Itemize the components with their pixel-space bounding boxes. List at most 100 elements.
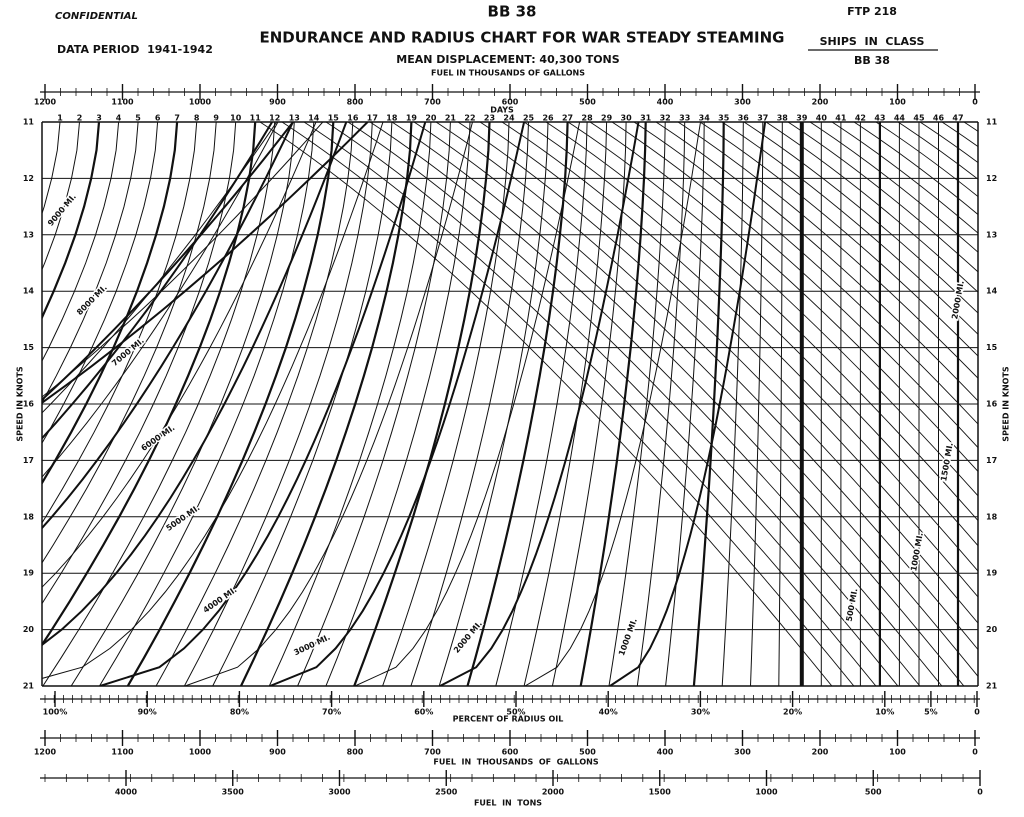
distance-line bbox=[699, 122, 978, 357]
distance-line bbox=[369, 122, 943, 686]
speed-label: 21 bbox=[23, 682, 35, 691]
tons-label: 3000 bbox=[328, 788, 351, 797]
top-fuel-label: 800 bbox=[347, 98, 364, 107]
tons-label: 2500 bbox=[435, 788, 458, 797]
distance-line bbox=[831, 122, 978, 234]
speed-label: 21 bbox=[986, 682, 998, 691]
speed-title: SPEED IN KNOTS bbox=[16, 366, 25, 442]
day-label: 11 bbox=[250, 114, 262, 123]
day-label: 41 bbox=[835, 114, 847, 123]
distance-line bbox=[787, 122, 978, 273]
radius-label: 100% bbox=[43, 708, 68, 717]
speed-label: 20 bbox=[23, 625, 35, 634]
bottom-fuel-label: 400 bbox=[657, 748, 674, 757]
speed-label: 11 bbox=[23, 118, 35, 127]
speed-label: 11 bbox=[986, 118, 998, 127]
curve-label: 8000 MI. bbox=[75, 283, 109, 317]
days-title: DAYS bbox=[490, 106, 514, 115]
radius-label: 20% bbox=[783, 708, 802, 717]
day-label: 38 bbox=[777, 114, 789, 123]
distance-line bbox=[479, 122, 978, 598]
day-label: 39 bbox=[796, 114, 808, 123]
tons-label: 2000 bbox=[542, 788, 565, 797]
day-label: 26 bbox=[542, 114, 554, 123]
day-label: 7 bbox=[174, 114, 180, 123]
day-label: 35 bbox=[718, 114, 730, 123]
curve-label: 1500 MI. bbox=[939, 442, 955, 482]
bottom-fuel-label: 900 bbox=[269, 748, 286, 757]
ships: BB 38 bbox=[854, 54, 890, 67]
radius-title: PERCENT OF RADIUS OIL bbox=[453, 715, 564, 724]
day-label: 20 bbox=[425, 114, 437, 123]
day-label: 1 bbox=[57, 114, 63, 123]
bottom-fuel-label: 600 bbox=[502, 748, 519, 757]
day-label: 32 bbox=[660, 114, 671, 123]
distance-line bbox=[743, 122, 978, 314]
day-label: 34 bbox=[699, 114, 711, 123]
day-label: 9 bbox=[213, 114, 219, 123]
radius-label: 0 bbox=[974, 708, 980, 717]
distance-line bbox=[897, 122, 978, 180]
speed-label: 19 bbox=[23, 569, 35, 578]
day-label: 29 bbox=[601, 114, 613, 123]
day-label: 21 bbox=[445, 114, 457, 123]
speed-label: 14 bbox=[23, 287, 35, 296]
ships-label: SHIPS IN CLASS bbox=[820, 35, 925, 48]
curve-label: 2000 MI. bbox=[950, 280, 966, 320]
distance-line bbox=[963, 122, 978, 132]
tons-label: 1500 bbox=[649, 788, 672, 797]
day-label: 10 bbox=[230, 114, 242, 123]
distance-line bbox=[281, 122, 855, 686]
top-fuel-label: 0 bbox=[972, 98, 978, 107]
distance-line bbox=[611, 122, 978, 449]
radius-label: 40% bbox=[599, 708, 618, 717]
day-label: 37 bbox=[757, 114, 768, 123]
day-label: 43 bbox=[874, 114, 885, 123]
distance-line bbox=[677, 122, 978, 379]
distance-line bbox=[655, 122, 978, 402]
top-fuel-label: 1100 bbox=[111, 98, 134, 107]
day-label: 3 bbox=[96, 114, 102, 123]
speed-label: 13 bbox=[23, 230, 34, 239]
speed-label: 15 bbox=[986, 343, 998, 352]
day-curve bbox=[42, 122, 139, 404]
top-fuel-title: FUEL IN THOUSANDS OF GALLONS bbox=[431, 69, 585, 78]
tons-label: 3500 bbox=[222, 788, 245, 797]
distance-line bbox=[589, 122, 978, 473]
distance-line bbox=[941, 122, 978, 148]
day-label: 19 bbox=[406, 114, 418, 123]
day-label: 17 bbox=[367, 114, 378, 123]
distance-line bbox=[853, 122, 978, 216]
day-label: 40 bbox=[816, 114, 828, 123]
bottom-fuel-label: 0 bbox=[972, 748, 978, 757]
speed-label: 18 bbox=[986, 512, 998, 521]
distance-line bbox=[501, 122, 978, 572]
distance-line bbox=[875, 122, 978, 198]
day-label: 22 bbox=[464, 114, 475, 123]
distance-line bbox=[633, 122, 978, 425]
bottom-fuel-label: 1100 bbox=[111, 748, 134, 757]
day-label: 14 bbox=[308, 114, 320, 123]
speed-label: 17 bbox=[986, 456, 997, 465]
day-curve bbox=[42, 122, 120, 363]
day-label: 4 bbox=[116, 114, 122, 123]
distance-line bbox=[523, 122, 978, 547]
day-label: 31 bbox=[640, 114, 652, 123]
top-fuel-label: 700 bbox=[424, 98, 441, 107]
day-label: 24 bbox=[503, 114, 515, 123]
day-label: 42 bbox=[855, 114, 866, 123]
distance-line bbox=[721, 122, 978, 335]
radius-label: 5% bbox=[924, 708, 938, 717]
day-label: 5 bbox=[135, 114, 141, 123]
day-label: 12 bbox=[269, 114, 280, 123]
curve-label: 9000 MI. bbox=[46, 192, 78, 228]
top-fuel-label: 1200 bbox=[34, 98, 57, 107]
bottom-fuel-label: 100 bbox=[889, 748, 906, 757]
distance-line bbox=[457, 122, 978, 624]
speed-label: 13 bbox=[986, 230, 997, 239]
day-label: 33 bbox=[679, 114, 690, 123]
hull: BB 38 bbox=[488, 3, 537, 21]
day-curve bbox=[42, 122, 80, 271]
day-label: 28 bbox=[582, 114, 594, 123]
